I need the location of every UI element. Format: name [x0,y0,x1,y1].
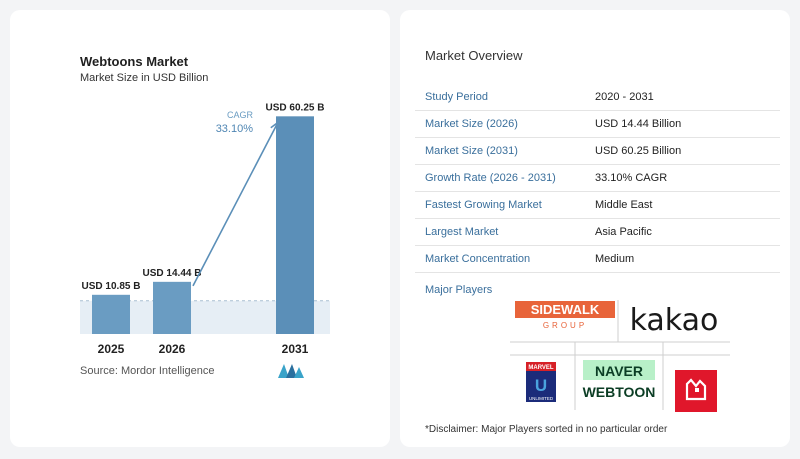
red-cat-logo-icon [675,370,717,412]
overview-row: Market Size (2026) USD 14.44 Billion [415,111,780,138]
cagr-arrow-head [270,120,279,132]
tick-label-2031: 2031 [282,342,309,356]
cagr-label: CAGR [227,110,254,120]
marvel-u-text: U [535,376,547,395]
row-label: Market Size (2031) [425,145,518,157]
row-value: Middle East [595,199,653,211]
sidewalk-group-text: GROUP [543,321,587,330]
overview-row: Growth Rate (2026 - 2031) 33.10% CAGR [415,165,780,192]
overview-title: Market Overview [425,48,523,63]
marvel-text: MARVEL [528,365,554,371]
overview-table: Study Period 2020 - 2031 Market Size (202… [415,84,780,273]
chart-title: Webtoons Market [80,54,189,69]
tick-label-2026: 2026 [159,342,186,356]
sidewalk-group-logo: SIDEWALK GROUP [515,301,615,330]
webtoon-text: WEBTOON [583,384,656,400]
row-value: USD 60.25 Billion [595,145,682,157]
cagr-arrow-line [192,121,279,287]
naver-text: NAVER [595,363,643,379]
data-label-2026: USD 14.44 B [143,268,202,279]
chart-card: Webtoons Market Market Size in USD Billi… [10,10,390,447]
cagr-value: 33.10% [216,123,254,135]
major-players-logos: SIDEWALK GROUP kakao MARVEL U UNLIMITED … [510,300,730,412]
mordor-logo-icon [278,364,304,378]
bar-chart: USD 10.85 B 2025 USD 14.44 B 2026 USD 60.25 … [80,102,330,356]
kakao-logo: kakao [630,303,719,338]
major-players-label: Major Players [425,284,493,296]
bar-2025 [92,294,130,334]
tick-label-2025: 2025 [98,342,125,356]
row-label: Study Period [425,91,488,103]
bar-2031 [276,116,314,335]
chart-subtitle: Market Size in USD Billion [80,72,209,84]
row-value: Medium [595,253,635,265]
overview-row: Market Concentration Medium [415,246,780,273]
marvel-unlimited-logo: MARVEL U UNLIMITED [526,362,556,402]
row-value: USD 14.44 Billion [595,118,682,130]
disclaimer-text: *Disclaimer: Major Players sorted in no … [425,424,668,435]
data-label-2031: USD 60.25 B [266,102,325,113]
market-overview-card: Market Overview Study Period 2020 - 2031 … [400,10,790,447]
overview-row: Largest Market Asia Pacific [415,219,780,246]
row-label: Growth Rate (2026 - 2031) [425,172,556,184]
unlimited-text: UNLIMITED [529,396,554,401]
row-value: 33.10% CAGR [595,172,668,184]
row-value: 2020 - 2031 [595,91,654,103]
overview-row: Fastest Growing Market Middle East [415,192,780,219]
overview-row: Study Period 2020 - 2031 [415,84,780,111]
overview-row: Market Size (2031) USD 60.25 Billion [415,138,780,165]
row-label: Largest Market [425,226,499,238]
sidewalk-text: SIDEWALK [531,302,600,317]
data-label-2025: USD 10.85 B [82,281,141,292]
bar-2026 [153,281,191,334]
source-text: Source: Mordor Intelligence [80,365,215,377]
row-value: Asia Pacific [595,226,652,238]
row-label: Fastest Growing Market [425,199,542,211]
naver-webtoon-logo: NAVER WEBTOON [583,360,656,400]
row-label: Market Size (2026) [425,118,518,130]
row-label: Market Concentration [425,253,531,265]
